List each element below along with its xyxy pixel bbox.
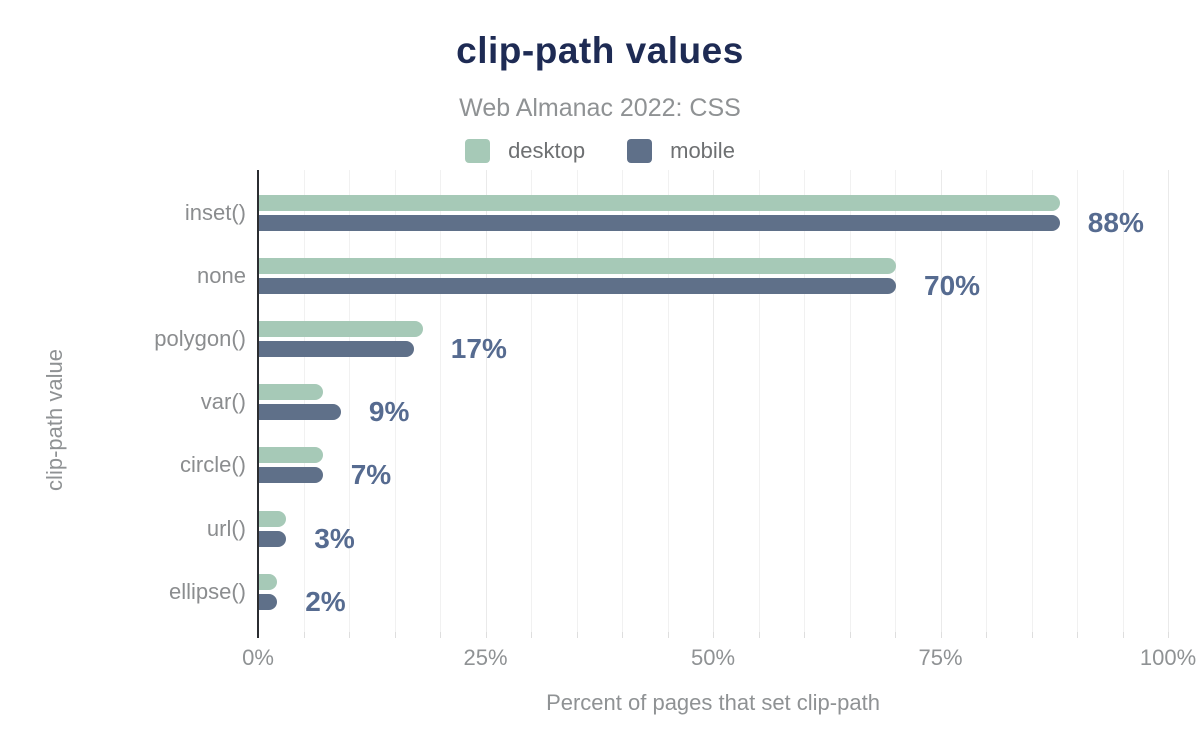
x-axis-tick bbox=[1077, 632, 1078, 638]
minor-gridline bbox=[849, 170, 851, 632]
mobile-bar bbox=[259, 467, 323, 484]
minor-gridline bbox=[394, 170, 396, 632]
desktop-bar bbox=[259, 320, 423, 337]
minor-gridline bbox=[440, 170, 441, 632]
x-axis-tick bbox=[1168, 632, 1169, 638]
x-tick-label: 0% bbox=[242, 645, 274, 670]
x-axis-tick bbox=[804, 632, 805, 638]
category-label: none bbox=[197, 262, 246, 288]
category-label: circle() bbox=[180, 452, 246, 478]
value-label: 7% bbox=[350, 459, 392, 491]
mobile-bar bbox=[259, 404, 341, 421]
chart-subtitle: Web Almanac 2022: CSS bbox=[459, 94, 741, 122]
x-axis-tick bbox=[849, 632, 851, 638]
mobile-bar bbox=[259, 530, 287, 547]
category-label: polygon() bbox=[154, 325, 246, 351]
value-label: 3% bbox=[314, 522, 355, 554]
x-axis-tick bbox=[485, 632, 487, 638]
value-label: 2% bbox=[305, 585, 346, 617]
value-label: 88% bbox=[1087, 206, 1144, 238]
category-label: inset() bbox=[184, 199, 246, 225]
x-axis-tick bbox=[622, 632, 623, 638]
legend-item-desktop: desktop bbox=[465, 138, 585, 164]
minor-gridline bbox=[1122, 170, 1124, 632]
minor-gridline bbox=[531, 170, 532, 632]
y-axis-title: clip-path value bbox=[42, 349, 67, 491]
desktop-bar bbox=[259, 257, 896, 274]
desktop-bar bbox=[259, 194, 1060, 211]
mobile-swatch-icon bbox=[627, 139, 653, 163]
minor-gridline bbox=[349, 170, 350, 632]
x-axis-tick bbox=[576, 632, 578, 638]
major-gridline bbox=[713, 170, 714, 632]
chart-title: clip-path values bbox=[456, 30, 744, 71]
x-axis-tick bbox=[349, 632, 350, 638]
minor-gridline bbox=[804, 170, 805, 632]
mobile-bar bbox=[259, 277, 896, 294]
category-label: var() bbox=[200, 389, 246, 415]
minor-gridline bbox=[1031, 170, 1033, 632]
x-tick-label: 50% bbox=[690, 645, 736, 670]
x-axis-tick bbox=[440, 632, 441, 638]
desktop-bar bbox=[259, 510, 287, 527]
y-axis-line bbox=[257, 170, 259, 638]
minor-gridline bbox=[758, 170, 760, 632]
desktop-bar bbox=[259, 384, 323, 401]
minor-gridline bbox=[667, 170, 669, 632]
legend-item-mobile: mobile bbox=[627, 138, 735, 164]
value-label: 70% bbox=[924, 269, 981, 301]
x-axis-title: Percent of pages that set clip-path bbox=[546, 690, 880, 715]
legend-label: mobile bbox=[670, 138, 735, 163]
x-axis-tick bbox=[303, 632, 305, 638]
x-axis-tick bbox=[667, 632, 669, 638]
mobile-bar bbox=[259, 340, 414, 357]
desktop-bar bbox=[259, 447, 323, 464]
value-label: 17% bbox=[450, 332, 507, 364]
minor-gridline bbox=[986, 170, 987, 632]
mobile-bar bbox=[259, 593, 278, 610]
x-axis-tick bbox=[713, 632, 714, 638]
category-label: ellipse() bbox=[168, 578, 246, 604]
x-axis-tick bbox=[758, 632, 760, 638]
major-gridline bbox=[1168, 170, 1169, 632]
minor-gridline bbox=[303, 170, 305, 632]
minor-gridline bbox=[1077, 170, 1078, 632]
minor-gridline bbox=[895, 170, 896, 632]
minor-gridline bbox=[576, 170, 578, 632]
x-axis-tick bbox=[531, 632, 532, 638]
minor-gridline bbox=[622, 170, 623, 632]
major-gridline bbox=[940, 170, 942, 632]
x-axis-tick bbox=[1031, 632, 1033, 638]
x-tick-label: 100% bbox=[1139, 645, 1197, 670]
x-axis-tick bbox=[1122, 632, 1124, 638]
desktop-swatch-icon bbox=[465, 139, 491, 163]
x-axis-tick bbox=[895, 632, 896, 638]
legend: desktop mobile bbox=[0, 136, 1200, 166]
legend-label: desktop bbox=[508, 138, 586, 163]
major-gridline bbox=[485, 170, 487, 632]
mobile-bar bbox=[259, 214, 1060, 231]
value-label: 9% bbox=[368, 396, 410, 428]
category-label: url() bbox=[206, 515, 246, 541]
x-tick-label: 25% bbox=[463, 645, 508, 670]
desktop-bar bbox=[259, 573, 278, 590]
x-axis-tick bbox=[986, 632, 987, 638]
x-axis-tick bbox=[394, 632, 396, 638]
x-axis-tick bbox=[940, 632, 942, 638]
x-tick-label: 75% bbox=[918, 645, 963, 670]
